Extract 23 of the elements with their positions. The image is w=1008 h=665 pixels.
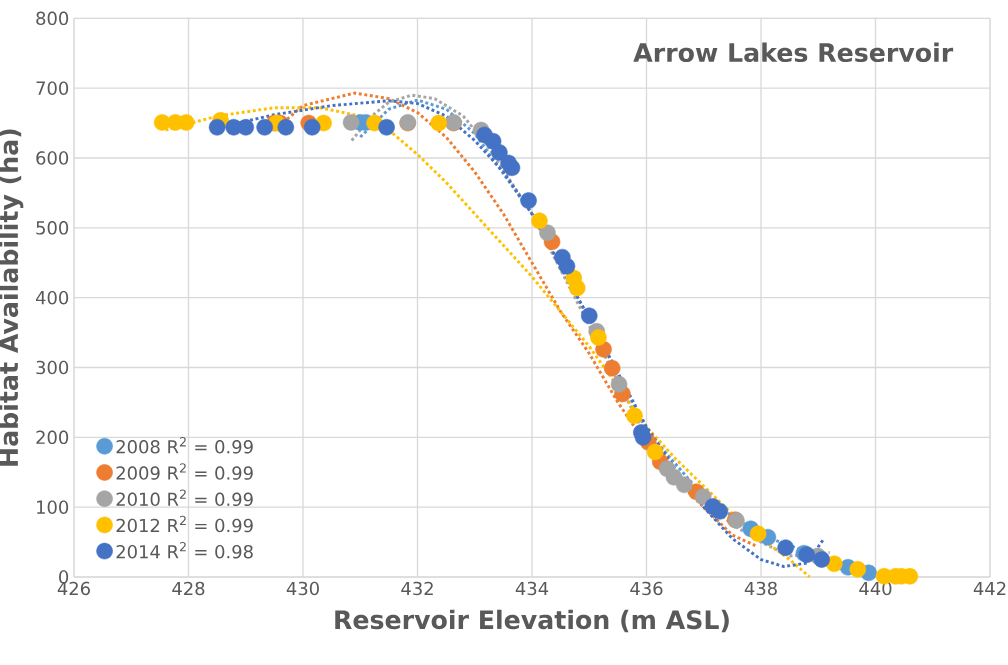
y-tick-label: 100 (37, 500, 69, 514)
x-tick-label: 442 (973, 581, 1006, 595)
y-tick-label: 500 (36, 221, 69, 235)
x-tick-label: 428 (172, 581, 205, 596)
legend-label: 2014 R$^{2}$ = 0.98 (116, 541, 253, 559)
x-tick-label: 440 (859, 581, 892, 596)
x-tick-label: 432 (401, 581, 433, 596)
y-tick-label: 600 (36, 151, 69, 165)
legend-label: 2008 R$^{2}$ = 0.99 (116, 437, 253, 454)
x-tick-label: 438 (744, 581, 777, 596)
x-tick-label: 436 (630, 581, 663, 596)
legend-label: 2009 R$^{2}$ = 0.99 (116, 463, 253, 480)
legend-label: 2010 R$^{2}$ = 0.99 (116, 489, 253, 507)
x-tick-label: 430 (286, 581, 319, 596)
text: Arrow Lakes Reservoir (633, 42, 954, 63)
y-tick-label: 800 (36, 11, 69, 26)
y-tick-label: 700 (36, 81, 69, 95)
y-tick-label: 400 (35, 290, 69, 305)
legend-label: 2012 R$^{2}$ = 0.99 (116, 515, 253, 533)
x-axis-title: Reservoir Elevation (m ASL) (335, 609, 729, 633)
y-tick-label: 200 (36, 430, 69, 445)
y-tick-label: 300 (36, 360, 69, 375)
x-tick-label: 434 (515, 581, 549, 596)
